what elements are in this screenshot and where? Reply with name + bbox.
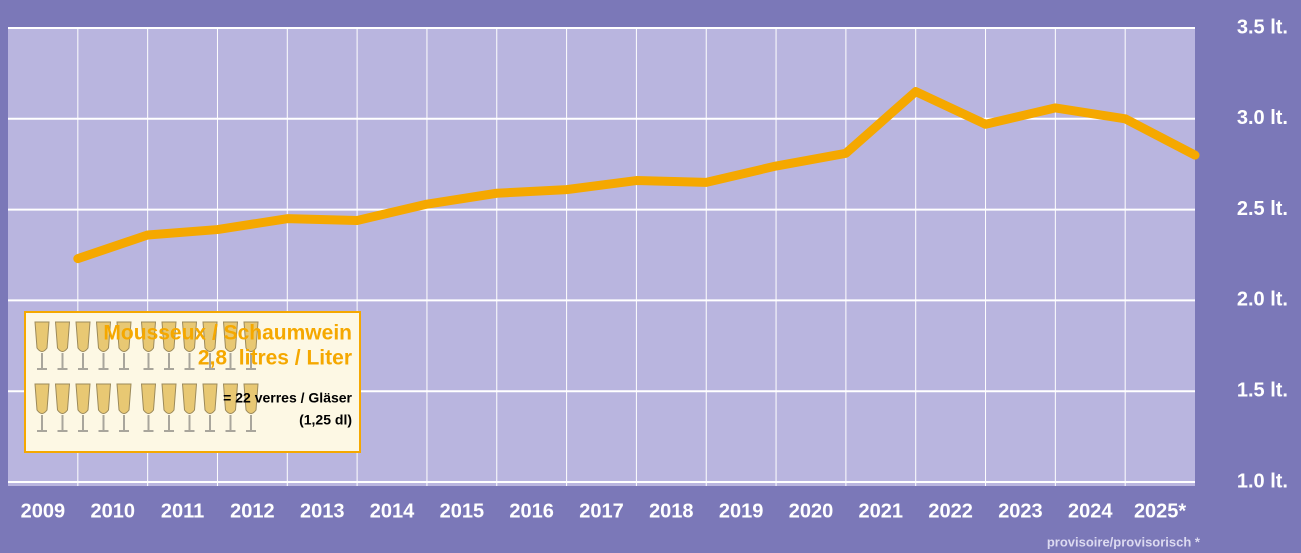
- glass: [222, 383, 239, 414]
- glass: [95, 383, 112, 414]
- x-tick-label: 2022: [928, 500, 973, 522]
- glass: [181, 321, 198, 352]
- inset: Mousseux / Schaumwein 2,8 litres / Liter…: [24, 311, 361, 453]
- glass: [54, 383, 71, 414]
- footnote: provisoire/provisorisch *: [1047, 534, 1201, 549]
- glass: [75, 321, 91, 352]
- x-tick-label: 2024: [1068, 500, 1113, 522]
- glass: [222, 321, 239, 352]
- glass: [181, 383, 198, 414]
- x-tick-label: 2012: [230, 500, 275, 522]
- glass: [202, 383, 218, 414]
- glass: [140, 383, 157, 414]
- annotation: (1,25 dl): [299, 412, 352, 428]
- glass: [116, 321, 132, 352]
- x-tick-label: 2019: [719, 500, 764, 522]
- y-tick-label: 3.0 lt.: [1237, 107, 1288, 129]
- glass: [116, 383, 132, 414]
- y-tick-label: 1.5 lt.: [1237, 379, 1288, 401]
- glass: [95, 321, 112, 352]
- x-tick-label: 2011: [161, 500, 204, 522]
- y-tick-label: 3.5 lt.: [1237, 16, 1288, 38]
- x-tick-label: 2023: [998, 500, 1043, 522]
- glasses: [34, 321, 259, 432]
- glass: [202, 321, 218, 352]
- glass: [54, 321, 71, 352]
- annotation: 2,8 litres / Liter: [198, 347, 352, 370]
- x-tick-label: 2016: [509, 500, 554, 522]
- y-tick-label: 2.0 lt.: [1237, 289, 1288, 311]
- x-tick-label: 2021: [859, 500, 904, 522]
- glass: [140, 321, 157, 352]
- glass: [75, 383, 91, 414]
- x-tick-label: 2010: [90, 500, 135, 522]
- y-tick-label: 2.5 lt.: [1237, 198, 1288, 220]
- glass: [161, 321, 177, 352]
- y-tick-label: 1.0 lt.: [1237, 470, 1288, 492]
- glass: [243, 321, 259, 352]
- x-tick-label: 2015: [440, 500, 485, 522]
- x-tick-label: 2018: [649, 500, 694, 522]
- x-tick-label: 2014: [370, 500, 415, 522]
- x-tick-label: 2017: [579, 500, 624, 522]
- x-tick-label: 2025*: [1134, 500, 1186, 522]
- glass: [161, 383, 177, 414]
- x-tick-label: 2009: [21, 500, 66, 522]
- glass: [243, 383, 259, 414]
- annotation: = 22 verres / Gläser: [223, 390, 352, 406]
- x-tick-label: 2013: [300, 500, 345, 522]
- data-line: [73, 87, 1200, 264]
- glass: [34, 383, 50, 414]
- lines: [73, 87, 1200, 264]
- series-name: Mousseux / Schaumwein: [103, 322, 352, 345]
- x-tick-label: 2020: [789, 500, 834, 522]
- glass: [34, 321, 50, 352]
